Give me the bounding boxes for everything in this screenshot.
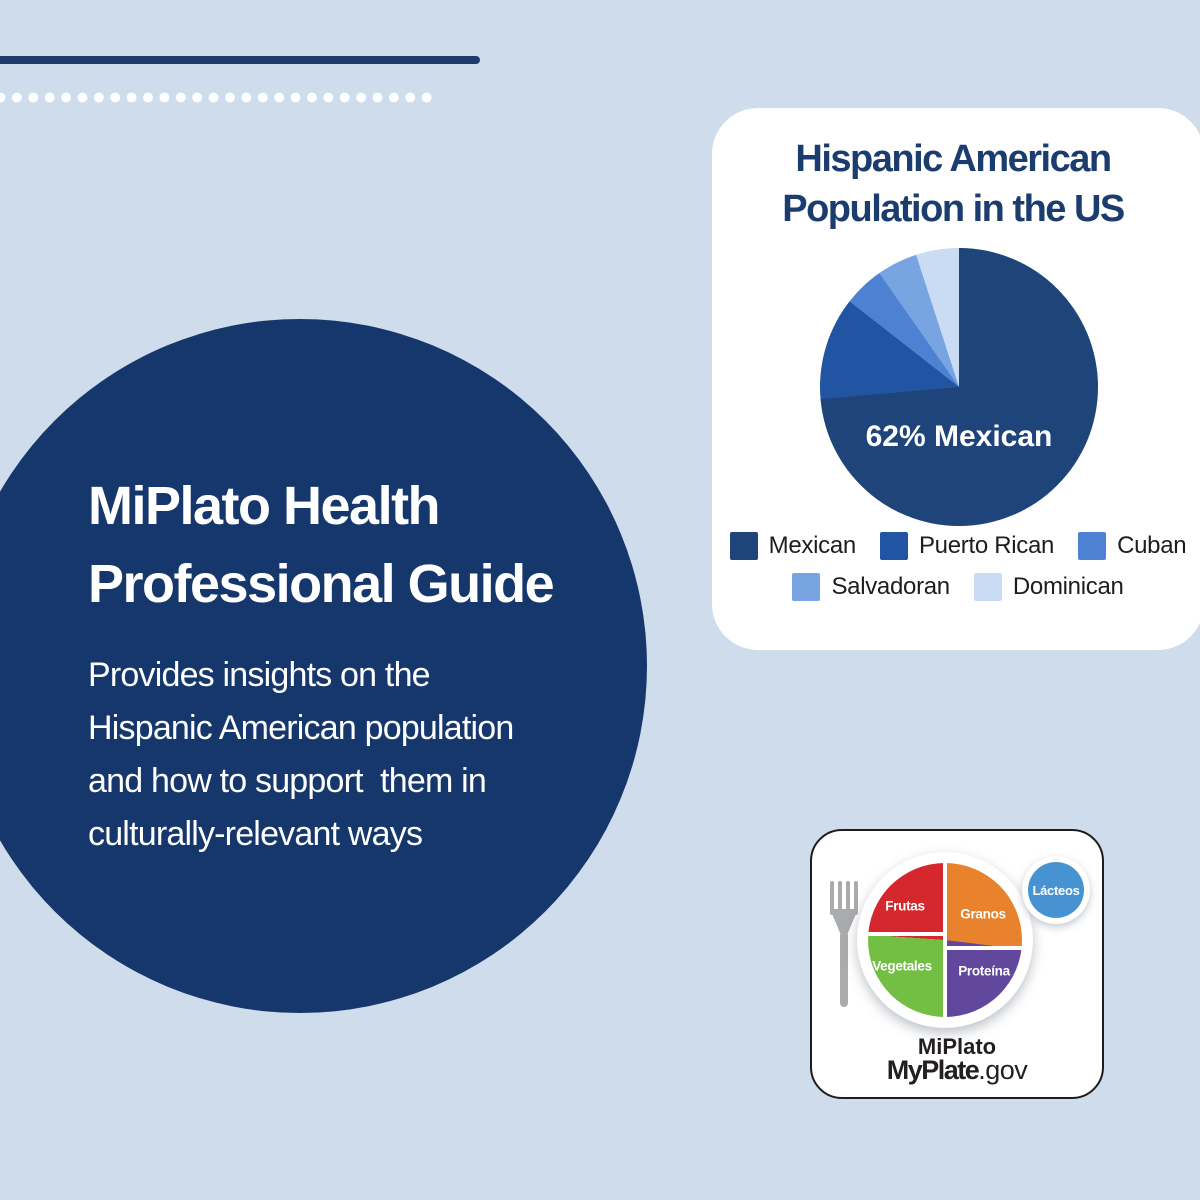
decorative-line <box>0 56 480 64</box>
legend-swatch-salvadoran <box>792 573 821 601</box>
fork-tine <box>846 881 850 915</box>
legend-label-mexican: Mexican <box>768 532 857 559</box>
legend-item-salvadoran: Salvadoran <box>792 573 950 601</box>
plate-divider-vertical <box>943 863 947 1017</box>
fork-tine <box>838 881 842 915</box>
legend-label-cuban: Cuban <box>1117 532 1187 559</box>
myplate-caption-spanish: MiPlato <box>917 1034 997 1059</box>
dairy-circle-inner: Lácteos <box>1028 862 1084 918</box>
decorative-dots <box>0 92 433 103</box>
fork-neck <box>830 909 858 933</box>
section-label-vegetales: Vegetales <box>872 958 932 974</box>
plate-divider-right <box>945 946 1022 950</box>
myplate-card: Frutas Granos Vegetales Proteína Lácteos… <box>810 829 1104 1099</box>
plate-divider-left <box>868 932 945 936</box>
legend-label-dominican: Dominican <box>1012 573 1124 600</box>
dairy-circle: Lácteos <box>1022 856 1090 924</box>
chart-title: Hispanic American Population in the US <box>782 138 1125 230</box>
fork-tine <box>830 881 834 915</box>
legend-item-cuban: Cuban <box>1078 532 1187 560</box>
legend-swatch-dominican <box>973 573 1002 601</box>
section-label-frutas: Frutas <box>885 898 925 914</box>
fork-handle <box>840 931 848 1007</box>
fork-icon <box>830 881 858 1011</box>
legend-swatch-cuban <box>1078 532 1107 560</box>
section-label-granos: Granos <box>960 906 1006 922</box>
hero-circle: MiPlato Health Professional Guide Provid… <box>0 319 647 1013</box>
chart-legend: Mexican Puerto Rican Cuban Salvadoran <box>712 532 1200 601</box>
plate-sections: Frutas Granos Vegetales Proteína <box>868 863 1022 1017</box>
page-title: MiPlato Health Professional Guide <box>88 476 555 614</box>
legend-label-puerto-rican: Puerto Rican <box>918 532 1055 559</box>
legend-item-puerto-rican: Puerto Rican <box>879 532 1055 560</box>
section-label-proteina: Proteína <box>958 963 1010 979</box>
legend-item-mexican: Mexican <box>729 532 857 560</box>
myplate-brand: MyPlate <box>886 1055 980 1085</box>
dairy-label: Lácteos <box>1032 882 1080 898</box>
pie-annotation: 62% Mexican <box>865 420 1053 453</box>
legend-item-dominican: Dominican <box>973 573 1124 601</box>
fork-tine <box>854 881 858 915</box>
page-description: Provides insights on the Hispanic Americ… <box>88 656 514 853</box>
pie-chart-card: Hispanic American Population in the US 6… <box>712 108 1200 650</box>
legend-row-1: Mexican Puerto Rican Cuban <box>729 532 1187 560</box>
legend-row-2: Salvadoran Dominican <box>792 573 1124 601</box>
pie-chart: 62% Mexican <box>820 248 1098 526</box>
plate: Frutas Granos Vegetales Proteína <box>857 852 1033 1028</box>
legend-swatch-mexican <box>729 532 758 560</box>
legend-swatch-puerto-rican <box>879 532 908 560</box>
myplate-caption-brand: MyPlate.gov <box>812 1055 1102 1086</box>
myplate-brand-suffix: .gov <box>978 1055 1028 1085</box>
legend-label-salvadoran: Salvadoran <box>831 573 950 600</box>
